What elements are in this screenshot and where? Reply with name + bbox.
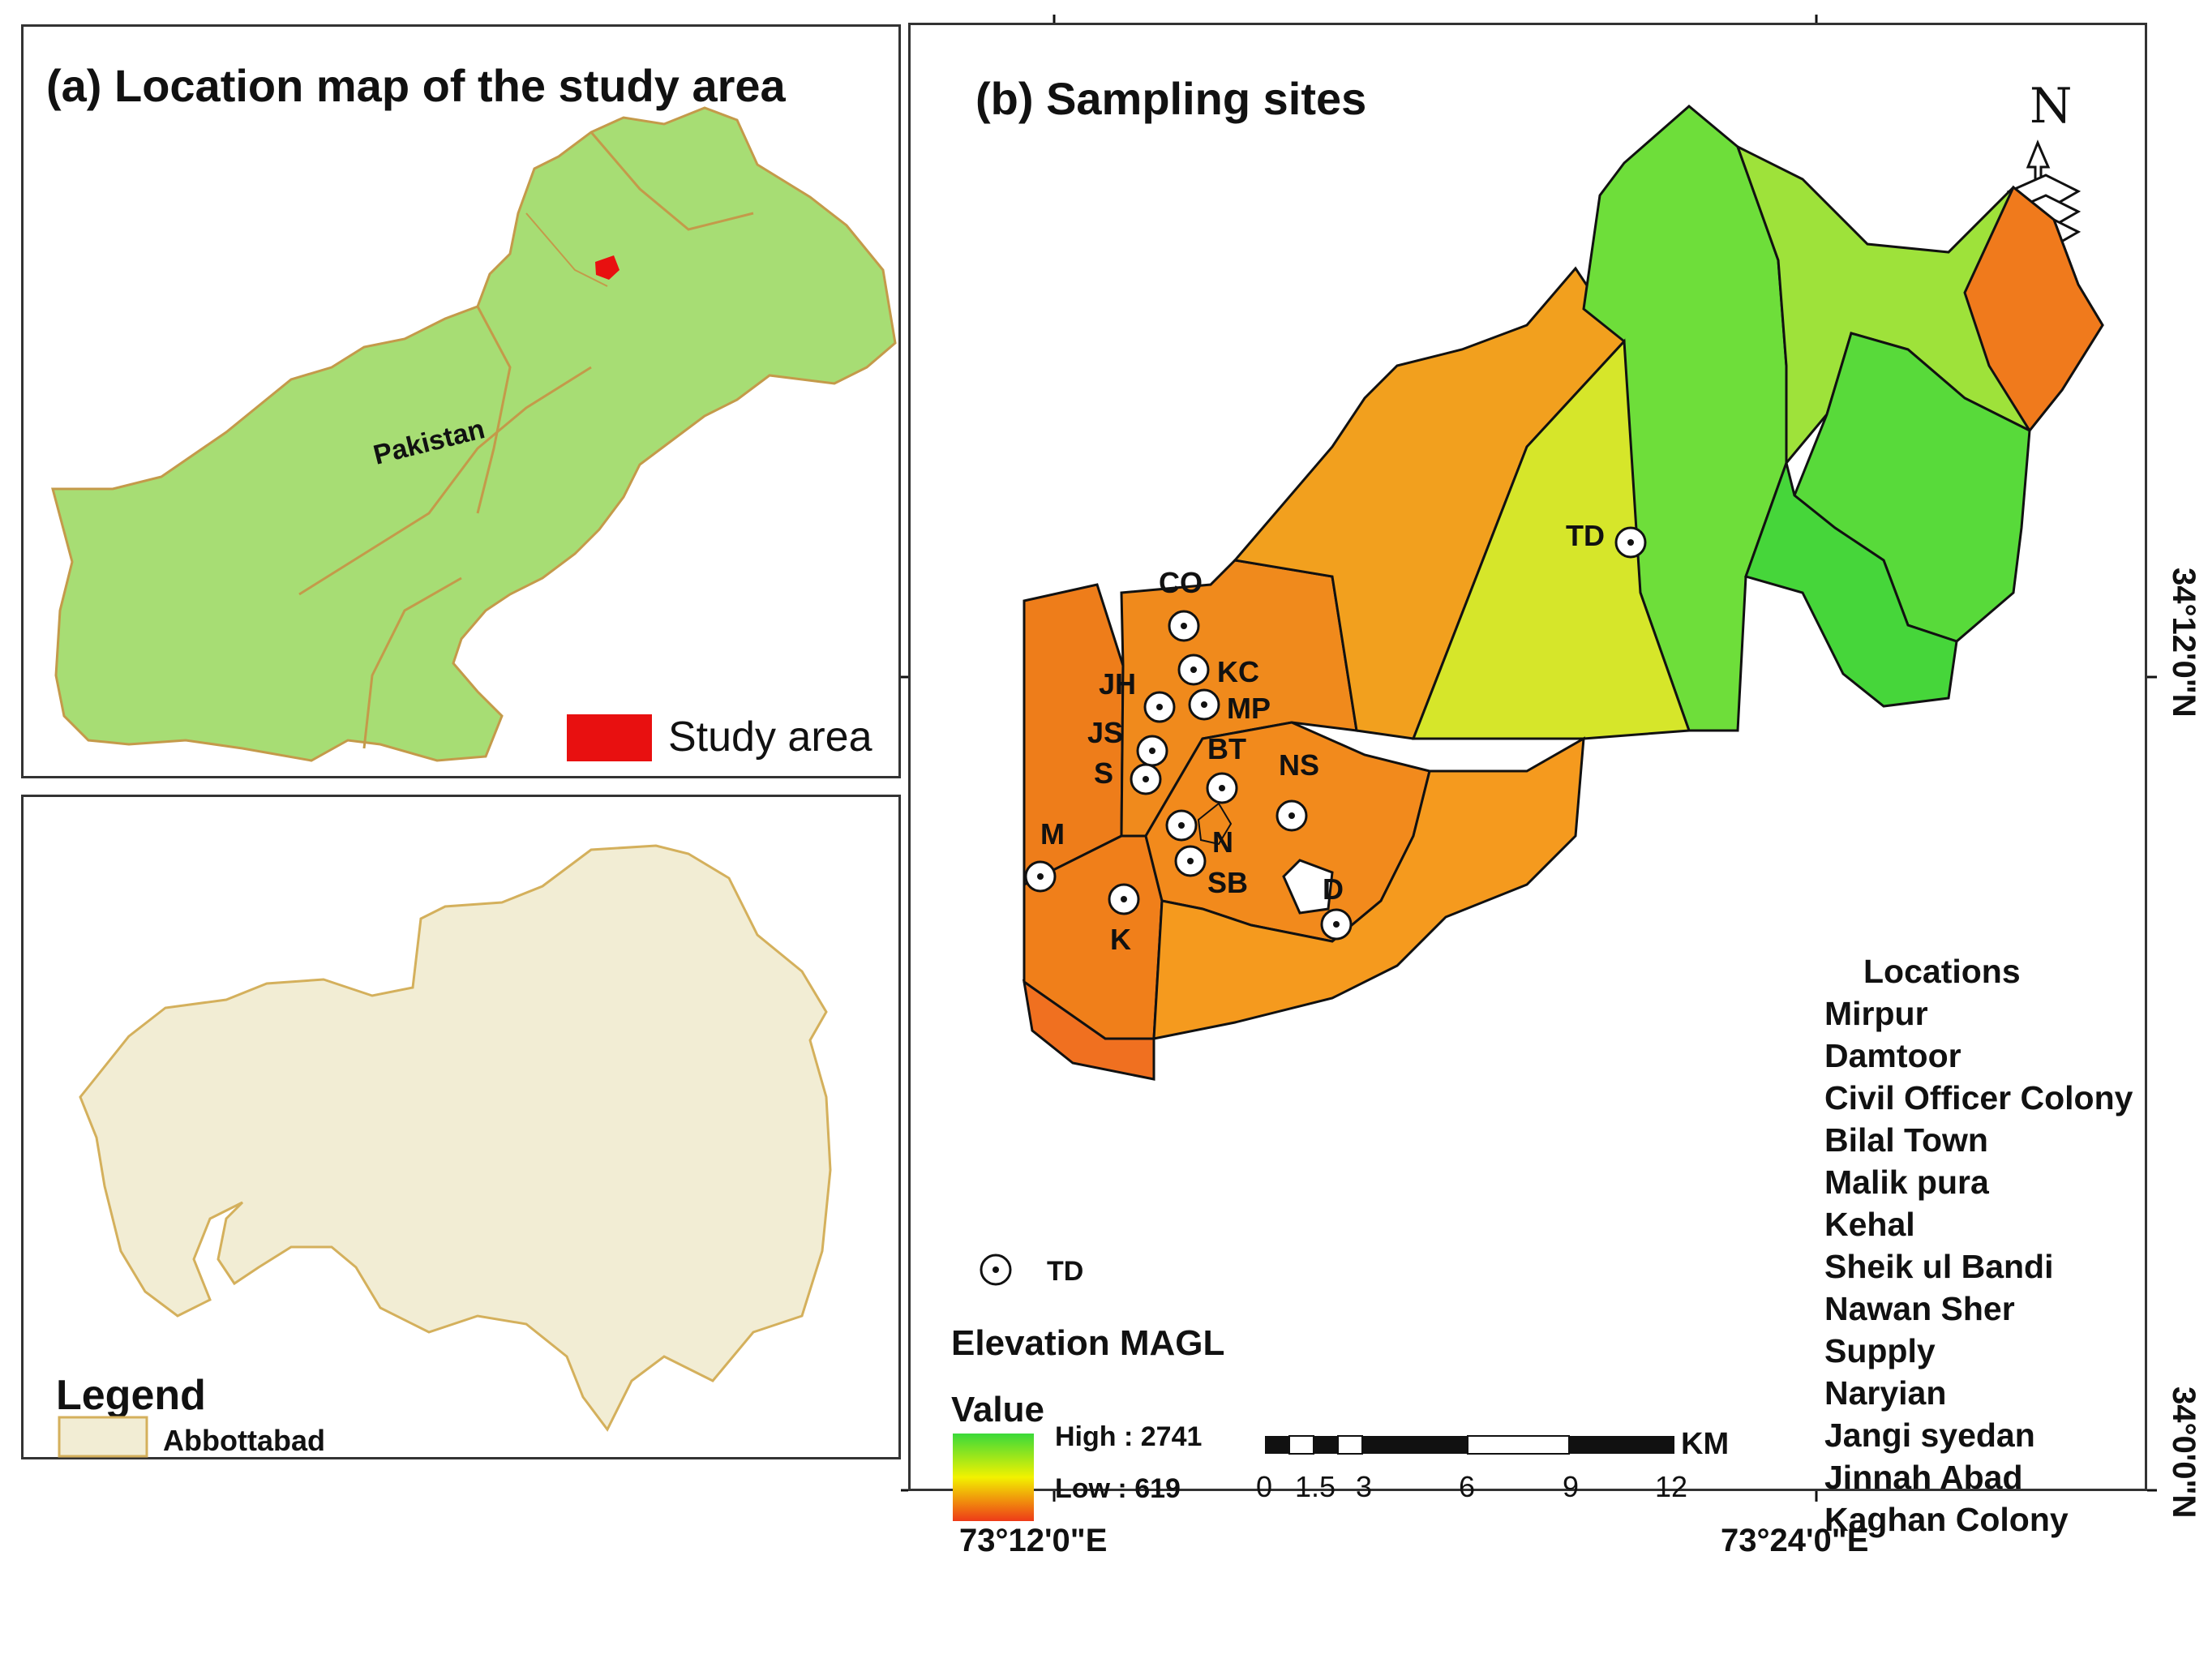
y-tick-label: 34°12'0"N [2166, 568, 2202, 718]
north-label: N [2030, 78, 2073, 135]
location-item: Naryian [1824, 1374, 1947, 1412]
site-label: M [1040, 817, 1065, 851]
study-area-swatch [567, 714, 652, 761]
location-item: Mirpur [1824, 995, 1928, 1032]
site-marker [1143, 691, 1176, 723]
site-label: D [1323, 872, 1344, 906]
site-label: K [1110, 923, 1131, 956]
elevation-map: N [951, 78, 2104, 1521]
site-marker [1275, 799, 1308, 832]
x-tick-label: 73°12'0"E [959, 1523, 1108, 1558]
study-area-legend-label: Study area [668, 714, 872, 761]
site-symbol-legend-label: TD [1047, 1256, 1083, 1287]
location-item: Bilal Town [1824, 1121, 1988, 1159]
site-marker [1165, 809, 1198, 842]
site-marker [1130, 763, 1162, 795]
abbottabad-panel: Legend Abbottabad [21, 795, 901, 1459]
scale-bar-unit: KM [1681, 1427, 1729, 1461]
abbottabad-map: Legend Abbottabad [56, 844, 832, 1458]
site-label: BT [1207, 732, 1246, 765]
study-area-marker [595, 255, 620, 280]
site-marker [1320, 908, 1353, 941]
site-label: KC [1217, 655, 1259, 688]
elevation-value-label: Value [951, 1390, 1044, 1429]
scale-tick: 0 [1256, 1470, 1273, 1503]
location-item: Damtoor [1824, 1037, 1961, 1074]
elevation-low-label: Low : 619 [1055, 1473, 1181, 1504]
location-item: Nawan Sher [1824, 1290, 2015, 1327]
site-marker [1108, 883, 1140, 915]
abbottabad-outline [79, 844, 832, 1432]
panel-a-title: (a) Location map of the study area [46, 60, 786, 111]
abbottabad-legend-swatch [58, 1416, 148, 1458]
site-label: S [1094, 756, 1113, 790]
site-markers: CO KC JH MP JS BT S NS M N SB D K TD [1024, 519, 1647, 956]
site-marker [1024, 860, 1057, 893]
sampling-sites-panel: (b) Sampling sites N [908, 23, 2147, 1521]
legend-title: Legend [56, 1372, 206, 1419]
site-marker [1136, 735, 1168, 767]
y-tick-label: 34°0'0"N [2166, 1386, 2202, 1519]
site-label: CO [1159, 566, 1203, 599]
location-item: Jangi syedan [1824, 1416, 2035, 1454]
panel-b-title: (b) Sampling sites [975, 73, 1367, 124]
site-marker [1206, 772, 1238, 804]
site-marker [1168, 610, 1200, 642]
site-label: JS [1087, 716, 1123, 749]
site-marker [1188, 688, 1220, 721]
site-label: JH [1099, 667, 1136, 701]
elevation-high-label: High : 2741 [1055, 1421, 1202, 1452]
scale-tick: 12 [1655, 1470, 1688, 1503]
location-item: Kaghan Colony [1824, 1501, 2069, 1538]
district-elevation-map [1022, 105, 2104, 1081]
scale-tick: 1.5 [1295, 1470, 1336, 1503]
scale-tick: 9 [1563, 1470, 1580, 1503]
location-item: Supply [1824, 1332, 1936, 1369]
site-marker [1174, 845, 1207, 877]
location-item: Malik pura [1824, 1164, 1989, 1201]
location-item: Kehal [1824, 1206, 1915, 1243]
location-item: Civil Officer Colony [1824, 1079, 2133, 1116]
elevation-color-ramp [953, 1434, 1034, 1521]
site-label: SB [1207, 866, 1248, 899]
site-label: TD [1566, 519, 1605, 552]
location-item: Jinnah Abad [1824, 1459, 2023, 1496]
pakistan-map: Pakistan Study area [51, 106, 897, 762]
scale-bar: KM [1265, 1427, 1729, 1461]
site-label: N [1212, 825, 1233, 859]
site-marker [1177, 654, 1210, 686]
pakistan-outline [51, 106, 897, 762]
abbottabad-legend-label: Abbottabad [163, 1424, 325, 1457]
location-map-panel: (a) Location map of the study area Pakis… [21, 24, 901, 778]
scale-tick: 3 [1356, 1470, 1373, 1503]
locations-title: Locations [1863, 953, 2021, 990]
x-tick-label: 73°24'0"E [1721, 1523, 1869, 1558]
location-item: Sheik ul Bandi [1824, 1248, 2054, 1285]
elevation-legend-title: Elevation MAGL [951, 1323, 1224, 1363]
site-label: NS [1279, 748, 1319, 782]
site-marker [1614, 526, 1647, 559]
site-label: MP [1227, 692, 1271, 725]
scale-tick: 6 [1459, 1470, 1476, 1503]
